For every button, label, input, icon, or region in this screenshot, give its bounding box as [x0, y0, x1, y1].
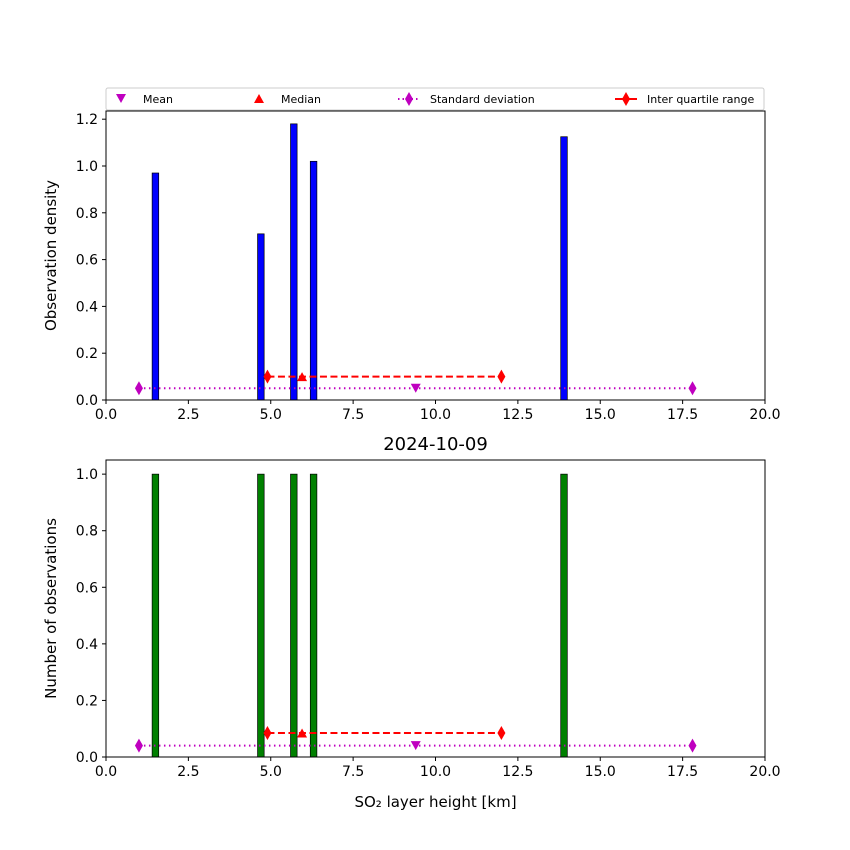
- bottom-stat-markers: [134, 725, 697, 753]
- top-chart: 0.0 2.5 5.0 7.5 10.0 12.5 15.0 17.5 20.0 0.00.20…: [42, 110, 781, 423]
- bottom-x-tick-label-1: 2.5: [177, 764, 199, 780]
- top-y-tick-label-4: 0.8: [76, 206, 98, 222]
- top-x-tick-label-8: 20.0: [749, 407, 780, 423]
- top-stat-markers: [134, 369, 697, 396]
- top-y-tick-label-0: 0.0: [76, 393, 98, 409]
- bottom-y-axis-label: Number of observations: [42, 518, 60, 699]
- legend-label-iqr: Inter quartile range: [647, 93, 754, 106]
- legend-item-std: Standard deviation: [398, 92, 535, 106]
- bottom-std-low-marker: [134, 738, 143, 753]
- legend-item-iqr: Inter quartile range: [615, 92, 754, 106]
- std-marker-icon: [405, 92, 413, 106]
- bottom-iqr-low-marker: [263, 725, 272, 740]
- bottom-x-tick-label-7: 17.5: [667, 764, 698, 780]
- iqr-marker-icon: [622, 92, 630, 106]
- legend-item-mean: Mean: [116, 93, 173, 106]
- bottom-y-tick-label-1: 0.2: [76, 693, 98, 709]
- top-x-tick-label-4: 10.0: [420, 407, 451, 423]
- top-y-tick-label-3: 0.6: [76, 253, 98, 269]
- top-iqr-low-marker: [263, 369, 272, 384]
- top-iqr-high-marker: [497, 369, 506, 384]
- bottom-bar-1: [257, 473, 265, 758]
- legend-item-median: Median: [254, 93, 321, 106]
- bottom-chart-title: 2024-10-09: [383, 434, 488, 455]
- bottom-x-tick-label-4: 10.0: [420, 764, 451, 780]
- bottom-x-axis: 0.0 2.5 5.0 7.5 10.0 12.5 15.0 17.5 20.0: [95, 757, 781, 780]
- legend-frame: [105, 87, 765, 111]
- bottom-bar-0: [151, 473, 160, 758]
- bottom-std-high-marker: [688, 738, 697, 753]
- bottom-x-tick-label-8: 20.0: [749, 764, 780, 780]
- legend-label-median: Median: [281, 93, 321, 106]
- mean-marker-icon: [116, 94, 126, 103]
- bottom-y-tick-label-5: 1.0: [76, 467, 98, 483]
- bottom-y-tick-label-2: 0.4: [76, 637, 98, 653]
- top-x-tick-label-7: 17.5: [667, 407, 698, 423]
- top-std-high-marker: [688, 381, 697, 396]
- bottom-y-tick-label-0: 0.0: [76, 750, 98, 766]
- bottom-x-tick-label-2: 5.0: [260, 764, 282, 780]
- legend: Mean Median Standard deviation Inter qua…: [105, 87, 765, 111]
- bottom-iqr-high-marker: [497, 725, 506, 740]
- legend-label-std: Standard deviation: [430, 93, 535, 106]
- bottom-x-tick-label-5: 12.5: [502, 764, 533, 780]
- top-bar-3: [309, 160, 318, 401]
- top-x-tick-label-2: 5.0: [260, 407, 282, 423]
- top-bar-1: [257, 233, 265, 401]
- bottom-bars: [151, 473, 568, 758]
- bottom-bar-4: [560, 473, 568, 758]
- top-std-low-marker: [134, 381, 143, 396]
- median-marker-icon: [254, 94, 264, 103]
- bottom-bar-2: [290, 473, 298, 758]
- top-median-marker: [297, 372, 308, 382]
- top-x-tick-label-3: 7.5: [342, 407, 364, 423]
- top-y-tick-label-6: 1.2: [76, 112, 98, 128]
- bottom-x-axis-label: SO₂ layer height [km]: [354, 793, 516, 811]
- top-y-tick-label-5: 1.0: [76, 159, 98, 175]
- top-x-tick-label-6: 15.0: [585, 407, 616, 423]
- top-y-axis: 0.0 0.2 0.4 0.6 0.8 1.0 1.2: [76, 112, 106, 409]
- bottom-chart: 2024-10-09 0.0 2.5 5.0 7.5 10.0 12.5 15.0 17.5 2…: [42, 434, 781, 811]
- bottom-x-tick-label-0: 0.0: [95, 764, 117, 780]
- top-mean-marker: [410, 383, 421, 393]
- top-y-tick-label-2: 0.4: [76, 299, 98, 315]
- bottom-y-tick-label-3: 0.6: [76, 580, 98, 596]
- bottom-mean-marker: [410, 741, 421, 751]
- top-x-tick-label-1: 2.5: [177, 407, 199, 423]
- legend-label-mean: Mean: [143, 93, 173, 106]
- bottom-bar-3: [309, 473, 318, 758]
- bottom-x-tick-label-3: 7.5: [342, 764, 364, 780]
- top-bar-2: [290, 123, 298, 401]
- top-bar-4: [560, 136, 568, 401]
- bottom-x-tick-label-6: 15.0: [585, 764, 616, 780]
- top-bar-0: [151, 172, 160, 401]
- bottom-y-tick-label-4: 0.8: [76, 524, 98, 540]
- bottom-y-axis: 0.0 0.2 0.4 0.6 0.8 1.0: [76, 467, 106, 766]
- top-x-axis: 0.0 2.5 5.0 7.5 10.0 12.5 15.0 17.5 20.0: [95, 400, 781, 423]
- top-y-tick-label-1: 0.2: [76, 346, 98, 362]
- top-x-tick-label-0: 0.0: [95, 407, 117, 423]
- top-y-axis-label: Observation density: [42, 180, 60, 331]
- top-x-tick-label-5: 12.5: [502, 407, 533, 423]
- bottom-median-marker: [297, 728, 308, 738]
